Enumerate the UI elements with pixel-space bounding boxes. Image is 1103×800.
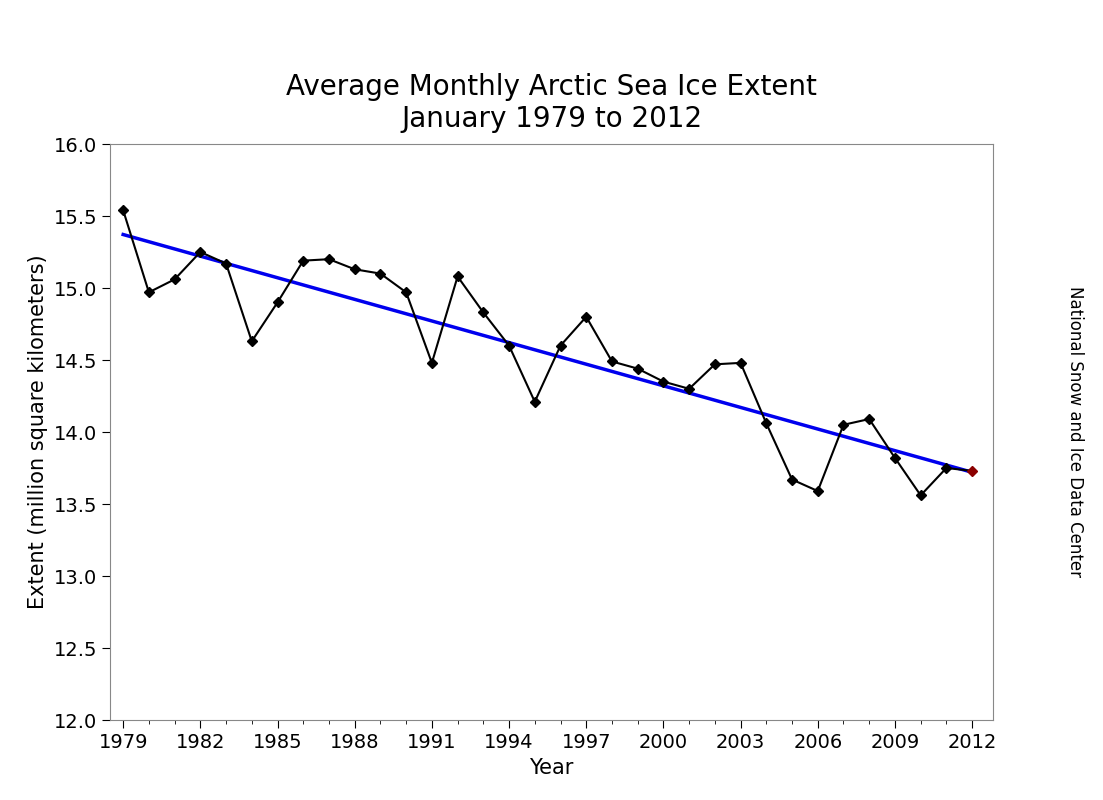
X-axis label: Year: Year: [529, 758, 574, 778]
Text: National Snow and Ice Data Center: National Snow and Ice Data Center: [1067, 286, 1084, 578]
Title: Average Monthly Arctic Sea Ice Extent
January 1979 to 2012: Average Monthly Arctic Sea Ice Extent Ja…: [286, 73, 817, 134]
Y-axis label: Extent (million square kilometers): Extent (million square kilometers): [28, 254, 47, 610]
